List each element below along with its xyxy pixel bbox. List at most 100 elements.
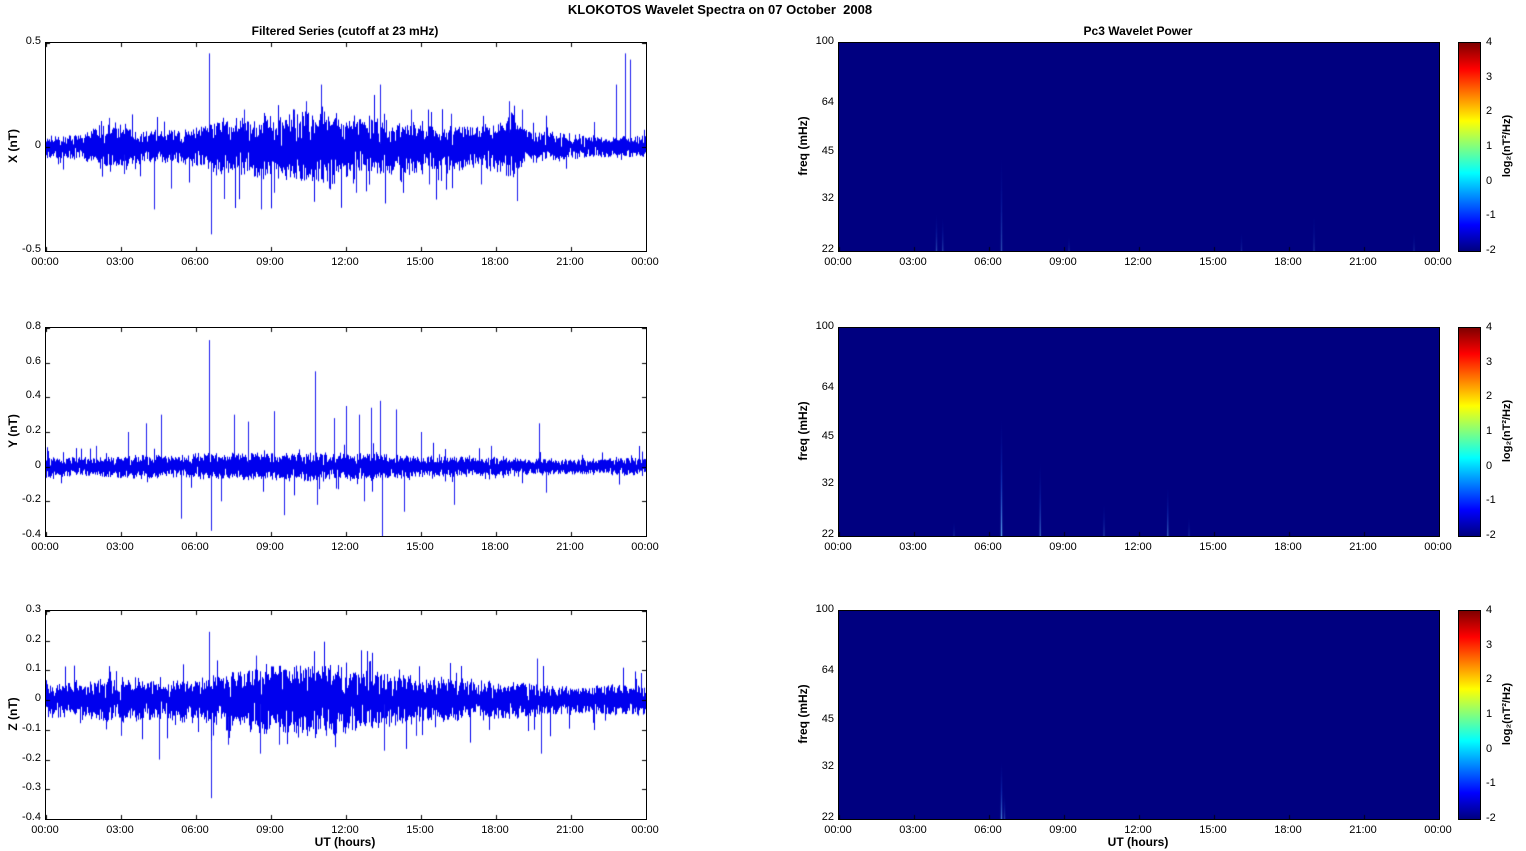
x-tick-label: 15:00 — [406, 256, 434, 268]
freq-tick-label: 64 — [821, 664, 834, 677]
freq-tick-label: 64 — [821, 96, 834, 109]
y-tick-label: 0.2 — [25, 424, 41, 436]
x-tick-label: 09:00 — [256, 541, 284, 553]
colorbar-tick-label: 4 — [1486, 321, 1493, 333]
x-tick-label: 00:00 — [31, 824, 59, 836]
x-tick-label: 06:00 — [974, 541, 1002, 553]
freq-tick-label: 22 — [821, 811, 834, 823]
x-tick-label: 00:00 — [1424, 824, 1452, 836]
freq-tick-label: 32 — [821, 191, 834, 204]
colorbar-tick-label: 2 — [1486, 390, 1493, 403]
colorbar-unit-label-1: log₂(nT²/Hz) — [1501, 114, 1513, 178]
x-tick-label: 09:00 — [256, 824, 284, 836]
colorbar-tick-label: 0 — [1486, 174, 1493, 187]
x-tick-label: 09:00 — [1049, 541, 1077, 553]
colorbar-tick-label: -2 — [1486, 244, 1496, 256]
x-tick-label: 09:00 — [256, 256, 284, 268]
colorbar-tick-label: 1 — [1486, 708, 1493, 720]
x-tick-label: 18:00 — [481, 256, 509, 268]
wavelet-spectrogram-y — [838, 327, 1440, 537]
x-tick-label: 00:00 — [824, 256, 852, 268]
colorbar-tick-label: -2 — [1486, 812, 1496, 824]
x-tick-label: 06:00 — [974, 256, 1002, 268]
figure-title: KLOKOTOS Wavelet Spectra on 07 October 2… — [567, 2, 873, 17]
colorbar-tick-label: 3 — [1486, 70, 1493, 83]
x-tick-label: 21:00 — [556, 256, 584, 268]
x-tick-label: 21:00 — [1349, 541, 1377, 553]
x-tick-label: 12:00 — [331, 256, 359, 268]
x-tick-label: 15:00 — [406, 541, 434, 553]
freq-tick-label: 32 — [821, 759, 834, 772]
colorbar-tick-label: -1 — [1486, 209, 1496, 222]
x-tick-label: 00:00 — [31, 256, 59, 268]
x-tick-label: 12:00 — [331, 541, 359, 553]
freq-tick-label: 32 — [821, 476, 834, 489]
colorbar-tick-label: 2 — [1486, 105, 1493, 118]
y-tick-label: 0.5 — [25, 35, 41, 47]
xlabel-ut-hours-right: UT (hours) — [1107, 835, 1169, 849]
x-tick-label: 06:00 — [181, 824, 209, 836]
y-tick-label: -0.4 — [22, 528, 41, 540]
colorbar-y — [1458, 327, 1481, 537]
wavelet-spectrogram-x — [838, 42, 1440, 252]
y-tick-label: -0.3 — [22, 781, 41, 794]
freq-tick-label: 64 — [821, 381, 834, 394]
x-tick-label: 00:00 — [31, 541, 59, 553]
x-tick-label: 21:00 — [556, 824, 584, 836]
y-tick-label: 0.3 — [25, 603, 41, 615]
x-tick-label: 12:00 — [1124, 256, 1152, 268]
x-tick-label: 12:00 — [331, 824, 359, 836]
x-tick-label: 00:00 — [631, 541, 659, 553]
freq-tick-label: 22 — [821, 243, 834, 255]
wavelet-power-title: Pc3 Wavelet Power — [1083, 24, 1193, 38]
colorbar-unit-label-3: log₂(nT²/Hz) — [1501, 682, 1513, 746]
timeseries-x-plot — [45, 42, 647, 252]
x-tick-label: 15:00 — [1199, 256, 1227, 268]
timeseries-y-plot — [45, 327, 647, 537]
x-tick-label: 06:00 — [181, 256, 209, 268]
colorbar-tick-label: 1 — [1486, 425, 1493, 437]
x-tick-label: 00:00 — [824, 824, 852, 836]
y-tick-label: 0.4 — [25, 389, 41, 402]
x-tick-label: 00:00 — [1424, 256, 1452, 268]
x-tick-label: 03:00 — [899, 541, 927, 553]
x-tick-label: 00:00 — [1424, 541, 1452, 553]
colorbar-tick-label: 3 — [1486, 638, 1493, 651]
colorbar-z — [1458, 610, 1481, 820]
x-tick-label: 03:00 — [106, 541, 134, 553]
freq-tick-label: 45 — [821, 429, 834, 442]
freq-tick-label: 45 — [821, 712, 834, 725]
x-tick-label: 03:00 — [106, 256, 134, 268]
colorbar-tick-label: 4 — [1486, 36, 1493, 48]
y-tick-label: -0.2 — [22, 493, 41, 506]
freq-tick-label: 45 — [821, 144, 834, 157]
colorbar-tick-label: 2 — [1486, 673, 1493, 686]
x-tick-label: 18:00 — [481, 824, 509, 836]
colorbar-tick-label: 4 — [1486, 604, 1493, 616]
y-tick-label: -0.4 — [22, 811, 41, 823]
freq-tick-label: 22 — [821, 528, 834, 540]
x-tick-label: 18:00 — [481, 541, 509, 553]
x-tick-label: 15:00 — [406, 824, 434, 836]
y-tick-label: 0 — [34, 139, 41, 151]
x-tick-label: 03:00 — [899, 824, 927, 836]
timeseries-z-plot — [45, 610, 647, 820]
xlabel-ut-hours-left: UT (hours) — [314, 835, 376, 849]
x-tick-label: 06:00 — [974, 824, 1002, 836]
x-tick-label: 18:00 — [1274, 824, 1302, 836]
x-tick-label: 15:00 — [1199, 824, 1227, 836]
y-tick-label: 0 — [34, 458, 41, 471]
y-tick-label: 0.8 — [25, 320, 41, 332]
y-tick-label: -0.2 — [22, 751, 41, 764]
y-tick-label: 0 — [34, 692, 41, 705]
colorbar-tick-label: -2 — [1486, 529, 1496, 541]
filtered-series-title: Filtered Series (cutoff at 23 mHz) — [251, 24, 439, 38]
y-tick-label: 0.6 — [25, 354, 41, 367]
colorbar-tick-label: 0 — [1486, 742, 1493, 755]
colorbar-tick-label: 0 — [1486, 459, 1493, 472]
y-tick-label: -0.5 — [22, 243, 41, 255]
x-tick-label: 03:00 — [106, 824, 134, 836]
colorbar-unit-label-2: log₂(nT²/Hz) — [1501, 399, 1513, 463]
x-tick-label: 12:00 — [1124, 824, 1152, 836]
x-tick-label: 09:00 — [1049, 256, 1077, 268]
